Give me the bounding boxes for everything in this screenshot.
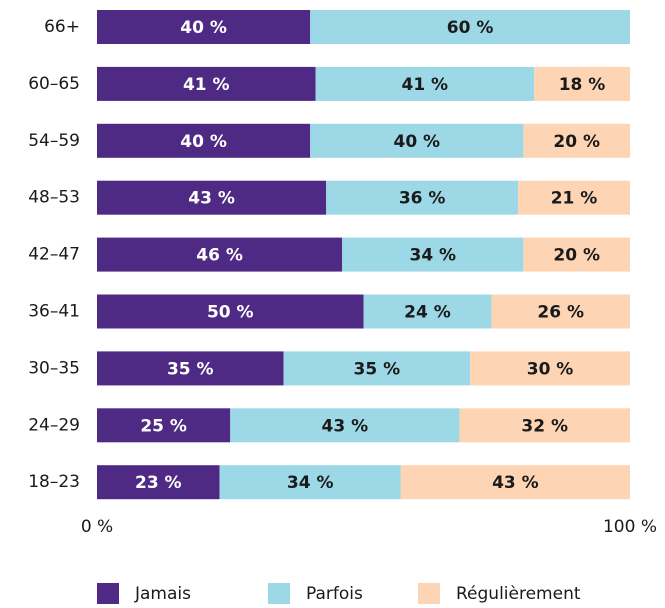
data-label: 26 %	[537, 303, 584, 323]
data-label: 30 %	[527, 359, 574, 379]
y-tick-label: 60–65	[28, 74, 80, 94]
data-label: 50 %	[207, 303, 254, 323]
legend-swatch	[97, 583, 119, 605]
bar-segment	[523, 123, 630, 158]
bar-segment	[491, 294, 630, 329]
legend-swatch	[418, 583, 440, 605]
bar-segment	[97, 294, 364, 329]
y-tick-label: 18–23	[28, 472, 80, 492]
data-label: 34 %	[287, 473, 334, 493]
bar-segment	[363, 294, 492, 329]
bar-segment	[97, 351, 284, 386]
data-label: 40 %	[180, 18, 227, 38]
data-label: 21 %	[551, 189, 598, 209]
bar-segment	[534, 66, 630, 101]
bar-segment	[219, 465, 401, 500]
data-label: 43 %	[322, 416, 369, 436]
data-label: 41 %	[401, 75, 448, 95]
data-label: 24 %	[404, 303, 451, 323]
bar-segment	[97, 180, 327, 215]
bar-segment	[470, 351, 630, 386]
data-label: 35 %	[167, 359, 214, 379]
data-label: 41 %	[183, 75, 230, 95]
bar-segment	[97, 408, 231, 443]
bar-segment	[97, 10, 311, 44]
bar-segment	[97, 66, 316, 101]
data-label: 34 %	[409, 246, 456, 266]
data-label: 20 %	[553, 132, 600, 152]
bar-segment	[310, 123, 524, 158]
data-label: 40 %	[180, 132, 227, 152]
data-label: 40 %	[393, 132, 440, 152]
y-tick-label: 24–29	[28, 415, 80, 435]
data-label: 18 %	[559, 75, 606, 95]
data-label: 35 %	[354, 359, 401, 379]
bar-segment	[326, 180, 519, 215]
y-tick-label: 42–47	[28, 245, 80, 265]
data-label: 43 %	[188, 189, 235, 209]
y-tick-label: 54–59	[28, 131, 80, 151]
bar-segment	[342, 237, 524, 272]
bar-segment	[400, 465, 630, 500]
legend-label: Régulièrement	[456, 584, 581, 604]
legend-label: Jamais	[134, 584, 191, 604]
bar-segment	[518, 180, 630, 215]
data-label: 25 %	[140, 416, 187, 436]
data-label: 36 %	[399, 189, 446, 209]
data-label: 20 %	[553, 246, 600, 266]
data-label: 32 %	[521, 416, 568, 436]
data-label: 60 %	[447, 18, 494, 38]
bar-segment	[97, 237, 343, 272]
legend-label: Parfois	[306, 584, 363, 604]
bar-segment	[97, 465, 220, 500]
legend-swatch	[268, 583, 290, 605]
y-tick-label: 48–53	[28, 188, 80, 208]
bar-segment	[459, 408, 630, 443]
data-label: 23 %	[135, 473, 182, 493]
bar-segment	[310, 10, 630, 44]
bar-segment	[315, 66, 535, 101]
bar-segment	[97, 123, 311, 158]
y-tick-label: 30–35	[28, 358, 80, 378]
bar-segment	[283, 351, 471, 386]
x-tick-label: 0 %	[81, 517, 113, 537]
data-label: 43 %	[492, 473, 539, 493]
y-tick-label: 66+	[44, 17, 80, 37]
y-tick-label: 36–41	[28, 302, 80, 322]
bar-segment	[230, 408, 460, 443]
x-tick-label: 100 %	[603, 517, 657, 537]
bar-segment	[523, 237, 630, 272]
data-label: 46 %	[196, 246, 243, 266]
